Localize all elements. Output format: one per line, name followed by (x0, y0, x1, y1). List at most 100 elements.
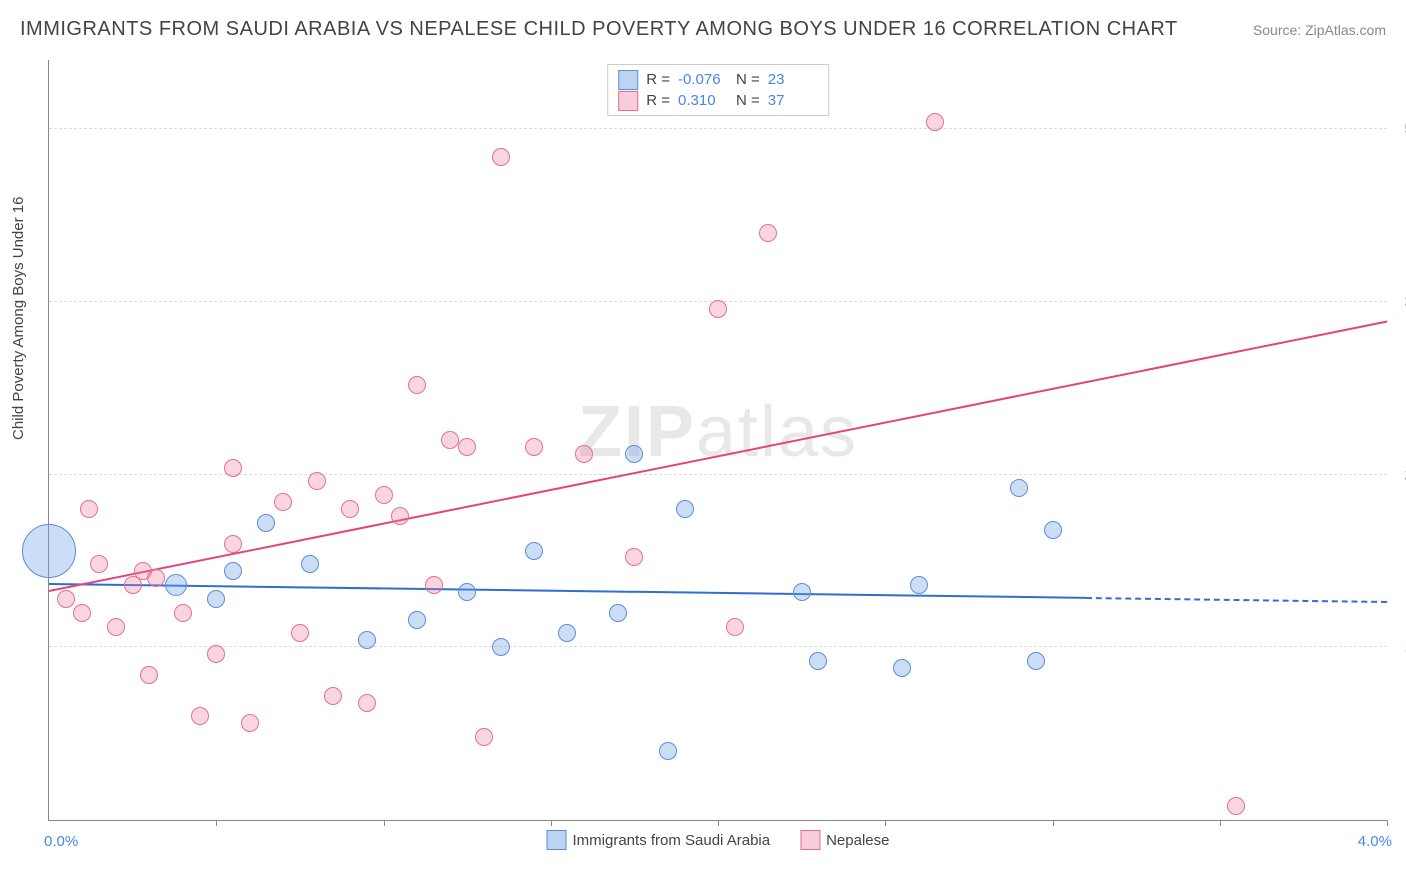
r-value-nepalese: 0.310 (678, 90, 728, 111)
data-point-nepalese (207, 645, 225, 663)
r-label: R = (646, 90, 670, 111)
gridline-h (49, 646, 1387, 647)
y-tick-label: 25.0% (1392, 466, 1406, 483)
swatch-saudi (618, 70, 638, 90)
data-point-saudi (625, 445, 643, 463)
data-point-nepalese (1227, 797, 1245, 815)
data-point-nepalese (241, 714, 259, 732)
data-point-nepalese (492, 148, 510, 166)
data-point-nepalese (475, 728, 493, 746)
data-point-saudi (609, 604, 627, 622)
data-point-nepalese (625, 548, 643, 566)
data-point-nepalese (147, 569, 165, 587)
y-tick-label: 37.5% (1392, 293, 1406, 310)
y-tick-label: 50.0% (1392, 121, 1406, 138)
data-point-nepalese (375, 486, 393, 504)
data-point-nepalese (308, 472, 326, 490)
data-point-saudi (910, 576, 928, 594)
data-point-nepalese (107, 618, 125, 636)
watermark: ZIPatlas (578, 391, 858, 473)
n-label: N = (736, 90, 760, 111)
legend-label-saudi: Immigrants from Saudi Arabia (573, 832, 771, 849)
y-tick-label: 12.5% (1392, 639, 1406, 656)
data-point-nepalese (408, 376, 426, 394)
data-point-nepalese (140, 666, 158, 684)
data-point-nepalese (291, 624, 309, 642)
data-point-nepalese (759, 224, 777, 242)
r-value-saudi: -0.076 (678, 69, 728, 90)
data-point-nepalese (391, 507, 409, 525)
data-point-saudi (257, 514, 275, 532)
data-point-saudi (22, 524, 76, 578)
source-attribution: Source: ZipAtlas.com (1253, 22, 1386, 38)
x-tick (384, 820, 385, 826)
swatch-nepalese-icon (800, 830, 820, 850)
data-point-nepalese (458, 438, 476, 456)
data-point-saudi (893, 659, 911, 677)
data-point-nepalese (224, 459, 242, 477)
x-tick (1053, 820, 1054, 826)
trend-line-saudi (49, 583, 1086, 599)
data-point-saudi (676, 500, 694, 518)
x-axis-max-label: 4.0% (1358, 833, 1392, 850)
gridline-h (49, 474, 1387, 475)
y-axis-label: Child Poverty Among Boys Under 16 (10, 197, 27, 440)
data-point-nepalese (124, 576, 142, 594)
legend-row-nepalese: R = 0.310 N = 37 (618, 90, 818, 111)
trend-line-nepalese (49, 321, 1387, 592)
data-point-saudi (793, 583, 811, 601)
x-tick (551, 820, 552, 826)
x-tick (885, 820, 886, 826)
data-point-saudi (659, 742, 677, 760)
data-point-saudi (525, 542, 543, 560)
n-value-saudi: 23 (768, 69, 818, 90)
data-point-nepalese (425, 576, 443, 594)
data-point-nepalese (441, 431, 459, 449)
data-point-nepalese (575, 445, 593, 463)
data-point-nepalese (726, 618, 744, 636)
data-point-saudi (492, 638, 510, 656)
data-point-nepalese (73, 604, 91, 622)
n-value-nepalese: 37 (768, 90, 818, 111)
x-axis-min-label: 0.0% (44, 833, 78, 850)
data-point-nepalese (358, 694, 376, 712)
swatch-nepalese (618, 91, 638, 111)
data-point-saudi (207, 590, 225, 608)
r-label: R = (646, 69, 670, 90)
data-point-nepalese (90, 555, 108, 573)
data-point-nepalese (525, 438, 543, 456)
data-point-saudi (1044, 521, 1062, 539)
data-point-nepalese (174, 604, 192, 622)
x-tick (1387, 820, 1388, 826)
data-point-saudi (358, 631, 376, 649)
data-point-nepalese (324, 687, 342, 705)
legend-label-nepalese: Nepalese (826, 832, 889, 849)
data-point-saudi (809, 652, 827, 670)
data-point-saudi (224, 562, 242, 580)
gridline-h (49, 128, 1387, 129)
trend-line-dashed-saudi (1086, 597, 1387, 603)
data-point-saudi (408, 611, 426, 629)
data-point-nepalese (191, 707, 209, 725)
data-point-nepalese (341, 500, 359, 518)
x-tick (718, 820, 719, 826)
x-tick (1220, 820, 1221, 826)
data-point-saudi (558, 624, 576, 642)
legend-row-saudi: R = -0.076 N = 23 (618, 69, 818, 90)
chart-title: IMMIGRANTS FROM SAUDI ARABIA VS NEPALESE… (20, 18, 1178, 41)
title-bar: IMMIGRANTS FROM SAUDI ARABIA VS NEPALESE… (20, 18, 1386, 41)
x-tick (216, 820, 217, 826)
data-point-saudi (458, 583, 476, 601)
n-label: N = (736, 69, 760, 90)
data-point-saudi (301, 555, 319, 573)
data-point-nepalese (274, 493, 292, 511)
legend-item-saudi: Immigrants from Saudi Arabia (547, 830, 771, 850)
data-point-saudi (1027, 652, 1045, 670)
data-point-nepalese (80, 500, 98, 518)
data-point-nepalese (926, 113, 944, 131)
swatch-saudi-icon (547, 830, 567, 850)
correlation-legend: R = -0.076 N = 23 R = 0.310 N = 37 (607, 64, 829, 116)
data-point-nepalese (224, 535, 242, 553)
plot-area: ZIPatlas R = -0.076 N = 23 R = 0.310 N =… (48, 60, 1387, 821)
series-legend: Immigrants from Saudi Arabia Nepalese (547, 830, 890, 850)
